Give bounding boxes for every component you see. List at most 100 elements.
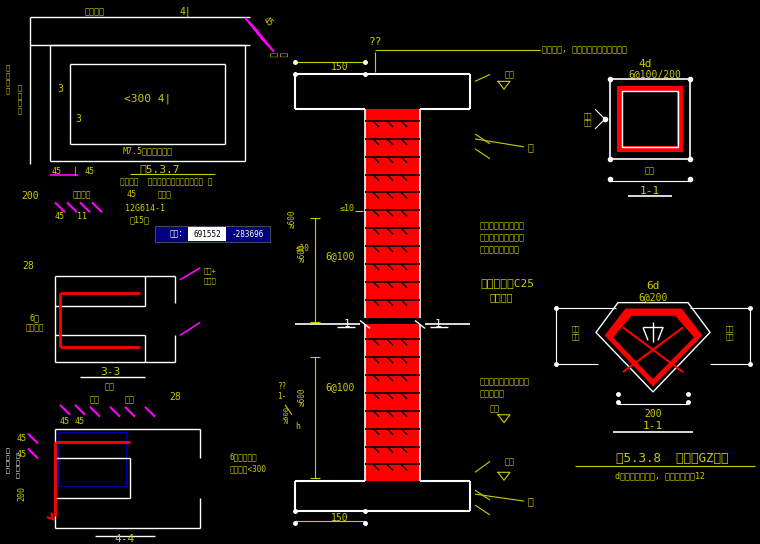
Text: M7.5水泥砂浆堵塞: M7.5水泥砂浆堵塞 xyxy=(123,146,173,156)
Text: 线槽宽度: 线槽宽度 xyxy=(73,190,91,199)
Text: 线
槽
宽
度: 线 槽 宽 度 xyxy=(6,449,10,474)
Text: 线槽宽度  开槽后深度应不大于墙厚的 半: 线槽宽度 开槽后深度应不大于墙厚的 半 xyxy=(120,177,213,186)
Text: 6@200: 6@200 xyxy=(638,292,668,302)
Text: 图纸
竖筋: 图纸 竖筋 xyxy=(726,325,734,339)
Text: 45: 45 xyxy=(17,434,27,443)
Text: 45: 45 xyxy=(261,15,274,28)
Text: 命令:: 命令: xyxy=(170,230,184,239)
Text: 通长
竖筋: 通长 竖筋 xyxy=(572,325,580,339)
Text: ≥600: ≥600 xyxy=(297,244,306,262)
Text: ≥600: ≥600 xyxy=(297,388,306,406)
Text: 梁面: 梁面 xyxy=(505,70,515,79)
Text: 箍
筋: 箍 筋 xyxy=(268,52,288,57)
Text: 45: 45 xyxy=(85,167,95,176)
Text: 28: 28 xyxy=(22,261,34,271)
Bar xyxy=(226,227,270,241)
Text: 6@100: 6@100 xyxy=(325,382,355,392)
Text: 4|: 4| xyxy=(179,7,191,17)
Bar xyxy=(155,226,270,242)
Text: 12G614-1: 12G614-1 xyxy=(125,204,165,213)
Text: 1: 1 xyxy=(435,319,442,330)
Text: 楼面: 楼面 xyxy=(505,457,515,466)
Text: 6d: 6d xyxy=(646,281,660,290)
Text: 45: 45 xyxy=(60,417,70,426)
Bar xyxy=(365,324,420,481)
Text: -283696: -283696 xyxy=(232,230,264,239)
Polygon shape xyxy=(614,317,693,378)
Text: 4d: 4d xyxy=(638,59,652,69)
Text: ≥600: ≥600 xyxy=(287,209,296,227)
Text: 楼面: 楼面 xyxy=(490,404,500,413)
Text: 200: 200 xyxy=(17,486,27,500)
Text: 混凝土采用C25: 混凝土采用C25 xyxy=(480,278,534,288)
Text: 图5.3.8  构造柱GZ做法: 图5.3.8 构造柱GZ做法 xyxy=(616,452,728,465)
Text: <300 4|: <300 4| xyxy=(125,94,172,104)
Bar xyxy=(610,79,690,159)
Text: 线
槽
宽
度: 线 槽 宽 度 xyxy=(16,454,20,479)
Text: 构造柱纵筋: 构造柱纵筋 xyxy=(480,390,505,398)
Text: ≥600: ≥600 xyxy=(284,406,290,423)
Text: 200: 200 xyxy=(21,191,39,201)
Text: ≤10: ≤10 xyxy=(296,244,310,252)
Text: 45: 45 xyxy=(17,450,27,459)
Text: 28: 28 xyxy=(169,392,181,402)
Text: 6每: 6每 xyxy=(30,313,40,322)
Text: 图5.3.7: 图5.3.7 xyxy=(140,164,180,174)
Bar xyxy=(617,86,683,152)
Text: 柳15页: 柳15页 xyxy=(130,216,150,225)
Bar xyxy=(365,109,420,318)
Text: 马牙搓: 马牙搓 xyxy=(158,190,172,199)
Polygon shape xyxy=(596,302,710,392)
Text: ??: ?? xyxy=(277,382,287,392)
Text: 开槽长度<300: 开槽长度<300 xyxy=(230,465,267,474)
Text: 水平筋线: 水平筋线 xyxy=(85,8,105,16)
Text: 1-1: 1-1 xyxy=(640,186,660,195)
Text: 槽深: 槽深 xyxy=(125,395,135,404)
Text: 3-3: 3-3 xyxy=(100,367,120,377)
Text: 1-1: 1-1 xyxy=(643,421,663,431)
Text: 造柱时，留设孔眼，: 造柱时，留设孔眼， xyxy=(480,233,525,243)
Bar xyxy=(58,431,126,486)
Text: 马牙搓: 马牙搓 xyxy=(204,277,217,284)
Text: 45: 45 xyxy=(52,167,62,176)
Text: 若为非承重墙体的构: 若为非承重墙体的构 xyxy=(480,222,525,231)
Text: 墙厚+: 墙厚+ xyxy=(204,268,217,274)
Bar xyxy=(188,227,226,241)
Text: 梁: 梁 xyxy=(527,496,533,506)
Text: 预留箍筋, 根数、直径同构造柱纵筋: 预留箍筋, 根数、直径同构造柱纵筋 xyxy=(542,45,627,54)
Text: 3: 3 xyxy=(75,114,81,124)
Text: 150: 150 xyxy=(331,513,349,523)
Text: 槽深: 槽深 xyxy=(90,395,100,404)
Bar xyxy=(622,91,678,147)
Text: 1-: 1- xyxy=(277,392,287,401)
Text: ≤10: ≤10 xyxy=(340,204,354,213)
Text: 150: 150 xyxy=(331,63,349,72)
Text: 6@100: 6@100 xyxy=(325,251,355,261)
Text: 45: 45 xyxy=(75,417,85,426)
Text: 墙厚: 墙厚 xyxy=(105,382,115,392)
Text: 4-4: 4-4 xyxy=(115,534,135,544)
Text: 图纸
墙厚: 图纸 墙厚 xyxy=(584,112,592,126)
Text: 竖
向
构
件: 竖 向 构 件 xyxy=(18,84,22,114)
Text: 预留箍筋直径与根数同: 预留箍筋直径与根数同 xyxy=(480,378,530,386)
Text: 1: 1 xyxy=(344,319,350,330)
Text: |: | xyxy=(72,167,78,176)
Text: 45: 45 xyxy=(127,190,137,199)
Text: 6每砖墙一根: 6每砖墙一根 xyxy=(230,452,258,461)
Text: 砖墙一根: 砖墙一根 xyxy=(26,323,44,332)
Text: 200: 200 xyxy=(644,409,662,419)
Bar xyxy=(623,92,677,146)
Text: ??: ?? xyxy=(369,36,382,47)
Text: 6@100/200: 6@100/200 xyxy=(629,70,682,79)
Text: 3: 3 xyxy=(57,84,63,94)
Text: 691552: 691552 xyxy=(193,230,221,239)
Text: 11: 11 xyxy=(77,212,87,221)
Polygon shape xyxy=(606,310,701,385)
Text: （后浇）: （后浇） xyxy=(490,293,514,302)
Text: h: h xyxy=(296,422,300,431)
Text: 竖
向
钢
筋: 竖 向 钢 筋 xyxy=(6,65,10,94)
Text: 45: 45 xyxy=(55,212,65,221)
Text: 墙厚: 墙厚 xyxy=(645,166,655,175)
Text: d详有关结构详图, 未注明时均为12: d详有关结构详图, 未注明时均为12 xyxy=(615,472,705,481)
Text: 梁: 梁 xyxy=(527,142,533,152)
